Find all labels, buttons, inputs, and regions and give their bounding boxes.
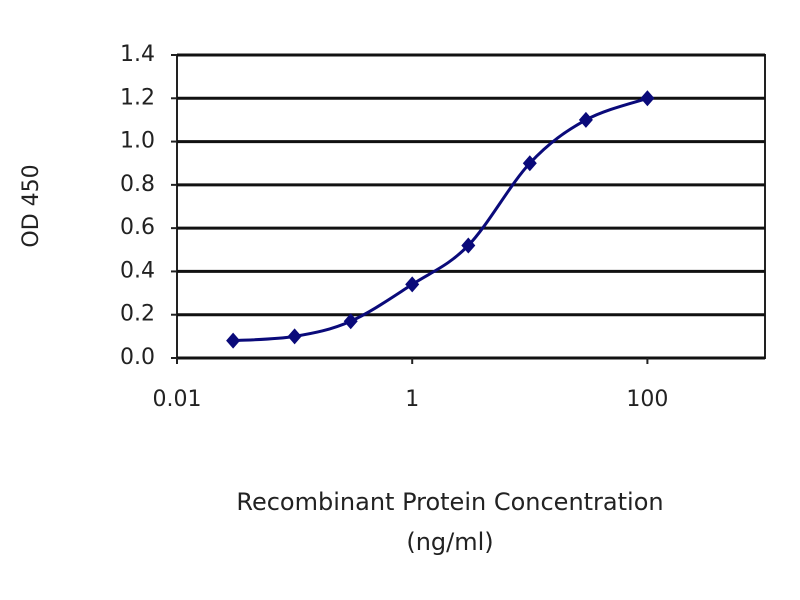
x-axis-label-unit: (ng/ml) bbox=[406, 528, 493, 556]
plot-frame bbox=[176, 54, 766, 359]
x-axis-label: Recombinant Protein Concentration bbox=[236, 488, 663, 516]
data-point bbox=[640, 90, 655, 107]
data-point bbox=[226, 332, 241, 349]
data-point bbox=[287, 328, 302, 345]
data-point bbox=[405, 276, 420, 293]
y-tick-label: 0.4 bbox=[120, 258, 155, 283]
x-tick-label: 1 bbox=[405, 387, 419, 412]
y-tick-label: 0.8 bbox=[120, 172, 155, 197]
data-point bbox=[578, 111, 593, 128]
y-tick-label: 0.0 bbox=[120, 345, 155, 370]
y-tick-label: 0.2 bbox=[120, 302, 155, 327]
y-tick-label: 1.4 bbox=[120, 42, 155, 67]
data-point bbox=[522, 155, 537, 172]
y-axis-label: OD 450 bbox=[19, 164, 44, 247]
data-point bbox=[461, 237, 476, 254]
y-tick-label: 1.2 bbox=[120, 85, 155, 110]
y-tick-label: 1.0 bbox=[120, 129, 155, 154]
data-point bbox=[343, 313, 358, 330]
y-tick-label: 0.6 bbox=[120, 215, 155, 240]
data-line bbox=[233, 96, 648, 343]
x-tick-label: 100 bbox=[626, 387, 668, 412]
x-tick-label: 0.01 bbox=[153, 387, 202, 412]
